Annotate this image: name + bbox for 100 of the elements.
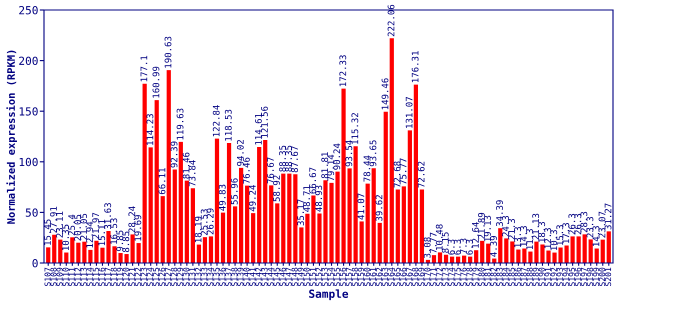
data-label: 34.39 [496, 200, 503, 226]
x-tick-label: S126 [159, 268, 166, 286]
x-tick-label: S110 [62, 268, 69, 286]
bar [106, 230, 111, 263]
bar [528, 252, 533, 263]
x-tick-label: S137 [225, 268, 232, 286]
data-label: 10.48 [436, 224, 443, 250]
data-label: 176.31 [412, 51, 419, 82]
x-axis-title: Sample [309, 289, 348, 300]
x-tick-label: S131 [189, 268, 196, 286]
data-label: 21.13 [532, 214, 540, 240]
data-label: 66.67 [309, 168, 316, 194]
data-label: 18.19 [194, 216, 202, 242]
data-label: 49.24 [248, 185, 256, 212]
data-label: 88.35 [279, 146, 286, 172]
y-tick-label: 150 [20, 107, 38, 116]
bar [311, 196, 316, 263]
x-tick-label: S184 [502, 268, 509, 286]
x-tick-label: S111 [68, 268, 75, 286]
data-label: 26.29 [206, 208, 214, 234]
x-tick-label: S112 [74, 268, 81, 286]
data-label: 118.53 [224, 110, 232, 141]
data-label: 121.56 [261, 106, 268, 138]
data-label: 23.11 [56, 212, 63, 238]
data-label: 131.07 [406, 97, 413, 128]
x-tick-label: S174 [448, 268, 454, 286]
x-tick-label: S149 [298, 268, 304, 286]
x-tick-label: S107 [44, 268, 51, 286]
y-tick-label: 250 [19, 6, 38, 14]
bar [94, 240, 99, 263]
x-tick-label: S195 [568, 268, 575, 286]
x-tick-label: S141 [249, 268, 256, 286]
bar [299, 227, 304, 263]
x-tick-label: S193 [556, 268, 563, 286]
bar [124, 254, 129, 263]
bar [462, 256, 466, 263]
bar [245, 186, 250, 263]
data-label: 18.3 [538, 222, 546, 242]
bar [112, 246, 117, 263]
x-tick-label: S113 [80, 268, 87, 286]
x-tick-label: S120 [122, 268, 129, 286]
x-tick-label: S148 [292, 268, 298, 286]
bar [214, 138, 220, 263]
bar [130, 234, 135, 263]
data-label: 31.27 [604, 203, 612, 230]
x-tick-label: S200 [599, 268, 606, 286]
data-label: 81.81 [321, 152, 328, 178]
data-label: 76.46 [242, 158, 250, 184]
data-label: 119.63 [176, 108, 184, 140]
data-label: 92.39 [170, 142, 178, 168]
data-label: 19.13 [484, 216, 491, 242]
bar [546, 250, 551, 263]
data-label: 66.11 [158, 168, 166, 194]
data-label: 93.54 [345, 140, 352, 166]
bar [220, 212, 226, 263]
x-tick-label: S173 [442, 268, 448, 286]
y-tick-label: 0 [32, 259, 38, 268]
bar [238, 168, 244, 263]
data-label: 31.63 [104, 203, 112, 229]
data-label: 7.77 [430, 232, 436, 254]
data-label: 122.84 [212, 105, 220, 136]
data-label: 8.15 [442, 232, 449, 253]
data-label: 25.4 [68, 214, 75, 236]
x-tick-label: S134 [207, 268, 214, 286]
bar [190, 188, 195, 263]
data-label: 14.3 [592, 226, 600, 246]
data-label: 72.68 [394, 161, 400, 188]
data-label: 90.24 [333, 144, 340, 170]
x-tick-label: S164 [388, 268, 394, 286]
x-tick-label: S172 [436, 268, 442, 286]
x-tick-label: S114 [86, 268, 93, 286]
y-tick-label: 100 [20, 158, 38, 166]
x-tick-label: S108 [50, 268, 57, 286]
x-tick-label: S128 [171, 268, 178, 286]
data-label: 72.62 [418, 162, 425, 188]
bar [558, 248, 563, 263]
data-label: 35.17 [297, 200, 304, 226]
data-label: 87.67 [291, 146, 298, 172]
data-label: 78.44 [363, 155, 370, 182]
x-tick-label: S168 [412, 268, 418, 286]
x-tick-label: S119 [116, 268, 123, 286]
bar [341, 88, 346, 263]
data-label: 75.77 [400, 158, 406, 184]
x-tick-label: S152 [316, 268, 322, 286]
x-tick-label: S190 [538, 268, 545, 286]
x-tick-label: S186 [514, 268, 521, 286]
bar [414, 84, 418, 263]
x-tick-label: S171 [430, 268, 436, 286]
x-tick-label: S166 [400, 268, 406, 286]
bar [335, 172, 340, 263]
data-label: 49.83 [218, 184, 226, 211]
bar [82, 242, 86, 263]
data-label: 114.23 [146, 114, 154, 145]
data-label: 12.94 [86, 222, 94, 248]
bar [118, 253, 123, 263]
y-tick-label: 200 [19, 56, 38, 66]
x-tick-label: S196 [574, 268, 581, 286]
bar [323, 180, 328, 263]
bar [354, 146, 358, 263]
x-tick-label: S189 [532, 268, 539, 286]
